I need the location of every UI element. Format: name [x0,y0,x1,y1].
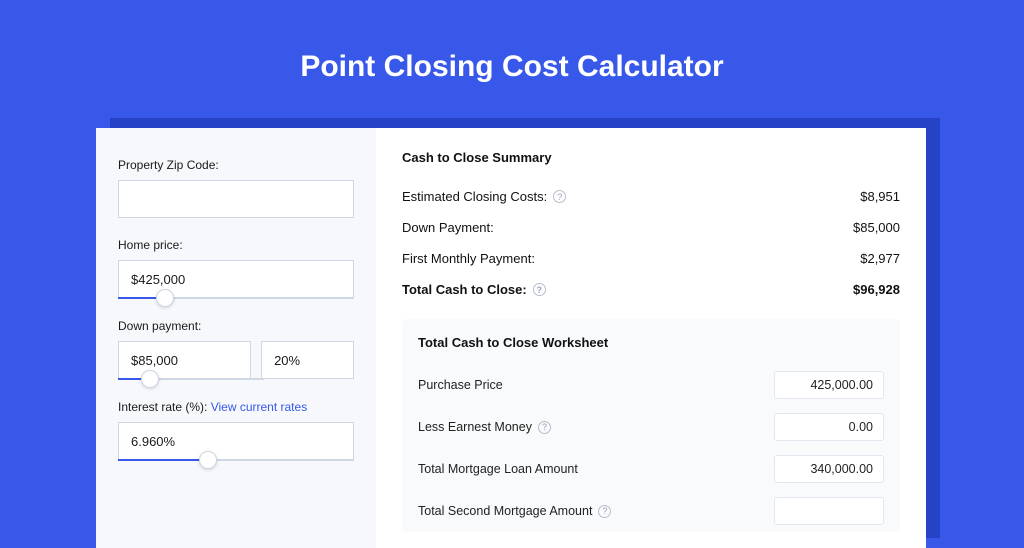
home-price-slider-thumb[interactable] [156,289,174,307]
worksheet-label: Total Mortgage Loan Amount [418,462,578,476]
interest-rate-slider-track[interactable] [118,459,354,461]
home-price-slider-track[interactable] [118,297,354,299]
summary-value: $8,951 [860,189,900,204]
summary-value: $96,928 [853,282,900,297]
down-payment-input[interactable] [118,341,251,379]
summary-row-first-monthly: First Monthly Payment: $2,977 [402,243,900,274]
summary-label: Down Payment: [402,220,494,235]
summary-label: Estimated Closing Costs: [402,189,547,204]
summary-row-down-payment: Down Payment: $85,000 [402,212,900,243]
page-title: Point Closing Cost Calculator [0,0,1024,112]
help-icon[interactable]: ? [598,505,611,518]
worksheet-value-input[interactable] [774,497,884,525]
results-panel: Cash to Close Summary Estimated Closing … [376,128,926,548]
home-price-slider-wrap [118,260,354,299]
worksheet-label: Total Second Mortgage Amount [418,504,592,518]
worksheet-row-earnest-money: Less Earnest Money ? [418,406,884,448]
interest-rate-label-text: Interest rate (%): [118,400,211,414]
down-payment-percent-input[interactable] [261,341,354,379]
worksheet-label: Purchase Price [418,378,503,392]
summary-value: $85,000 [853,220,900,235]
down-payment-slider-thumb[interactable] [141,370,159,388]
worksheet-value-input[interactable] [774,455,884,483]
interest-rate-slider-thumb[interactable] [199,451,217,469]
summary-row-total: Total Cash to Close: ? $96,928 [402,274,900,305]
interest-rate-input[interactable] [118,422,354,460]
inputs-panel: Property Zip Code: Home price: Down paym… [96,128,376,548]
worksheet-row-purchase-price: Purchase Price [418,364,884,406]
home-price-input[interactable] [118,260,354,298]
home-price-field-group: Home price: [118,238,354,299]
zip-input[interactable] [118,180,354,218]
interest-rate-slider-wrap [118,422,354,461]
down-payment-slider-track[interactable] [118,378,264,380]
zip-field-group: Property Zip Code: [118,158,354,218]
help-icon[interactable]: ? [553,190,566,203]
calculator-card: Property Zip Code: Home price: Down paym… [96,128,926,548]
down-payment-slider-wrap [118,341,354,380]
worksheet-row-second-mortgage: Total Second Mortgage Amount ? [418,490,884,532]
worksheet-label: Less Earnest Money [418,420,532,434]
worksheet-value-input[interactable] [774,413,884,441]
interest-rate-field-group: Interest rate (%): View current rates [118,400,354,461]
worksheet-value-input[interactable] [774,371,884,399]
worksheet-title: Total Cash to Close Worksheet [418,335,884,350]
down-payment-field-group: Down payment: [118,319,354,380]
summary-label: Total Cash to Close: [402,282,527,297]
interest-rate-slider-fill [118,459,208,461]
summary-row-closing-costs: Estimated Closing Costs: ? $8,951 [402,181,900,212]
help-icon[interactable]: ? [533,283,546,296]
zip-label: Property Zip Code: [118,158,354,172]
down-payment-label: Down payment: [118,319,354,333]
view-rates-link[interactable]: View current rates [211,400,308,414]
home-price-label: Home price: [118,238,354,252]
worksheet-panel: Total Cash to Close Worksheet Purchase P… [402,319,900,532]
worksheet-row-mortgage-loan: Total Mortgage Loan Amount [418,448,884,490]
help-icon[interactable]: ? [538,421,551,434]
summary-label: First Monthly Payment: [402,251,535,266]
interest-rate-label: Interest rate (%): View current rates [118,400,354,414]
summary-title: Cash to Close Summary [402,150,900,165]
summary-value: $2,977 [860,251,900,266]
